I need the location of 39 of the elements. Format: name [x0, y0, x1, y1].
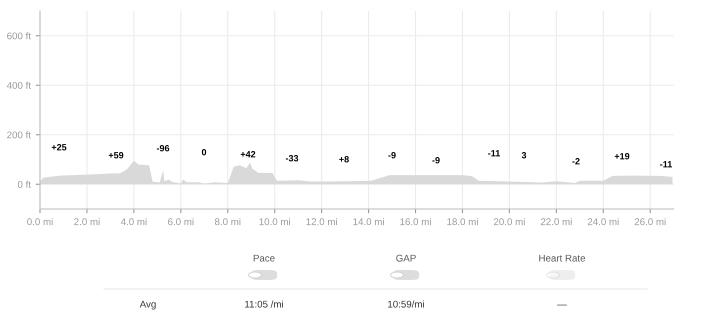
annotation: -11: [488, 150, 500, 156]
x-tick-label: 10.0 mi: [260, 218, 290, 226]
x-tick-label: 8.0 mi: [214, 218, 240, 226]
x-tick-label: 6.0 mi: [168, 218, 194, 226]
text: Heart Rate: [539, 254, 586, 262]
x-tick-label: 24.0 mi: [588, 218, 619, 226]
x-tick-label: 14.0 mi: [353, 218, 384, 226]
annotation: +19: [614, 153, 630, 160]
y-tick-label: 400 ft: [6, 82, 31, 89]
text: Pace: [254, 254, 275, 262]
annotation: -2: [572, 158, 580, 164]
annotation: -33: [286, 155, 298, 162]
x-tick-label: 0.0 mi: [27, 218, 53, 226]
y-tick-label: 0 ft: [18, 180, 31, 188]
x-tick-label: 22.0 mi: [540, 218, 572, 226]
annotation: +25: [52, 144, 66, 150]
x-tick-label: 4.0 mi: [120, 218, 146, 226]
annotation: -9: [388, 152, 396, 158]
x-tick-label: 2.0 mi: [74, 218, 100, 226]
text: —: [557, 304, 567, 306]
annotation: +42: [240, 151, 256, 158]
y-tick-label: 200 ft: [7, 131, 31, 138]
annotation: 3: [522, 152, 526, 158]
annotation: -96: [156, 145, 170, 152]
x-tick-label: 18.0 mi: [447, 218, 478, 226]
annotation: 0: [202, 149, 206, 156]
x-tick-label: 16.0 mi: [400, 218, 431, 226]
x-tick-label: 20.0 mi: [494, 218, 525, 226]
text: Avg: [140, 300, 156, 310]
text: GAP: [396, 254, 416, 262]
annotation: -11: [660, 161, 672, 168]
annotation: +8: [339, 156, 349, 162]
annotation: +59: [108, 152, 124, 158]
text: 11:05 /mi: [245, 300, 283, 308]
x-tick-label: 12.0 mi: [306, 218, 337, 226]
y-tick-label: 600 ft: [7, 32, 31, 40]
annotation: -9: [432, 157, 440, 164]
x-tick-label: 26.0 mi: [634, 218, 666, 226]
text: 10:59/mi: [388, 300, 424, 308]
